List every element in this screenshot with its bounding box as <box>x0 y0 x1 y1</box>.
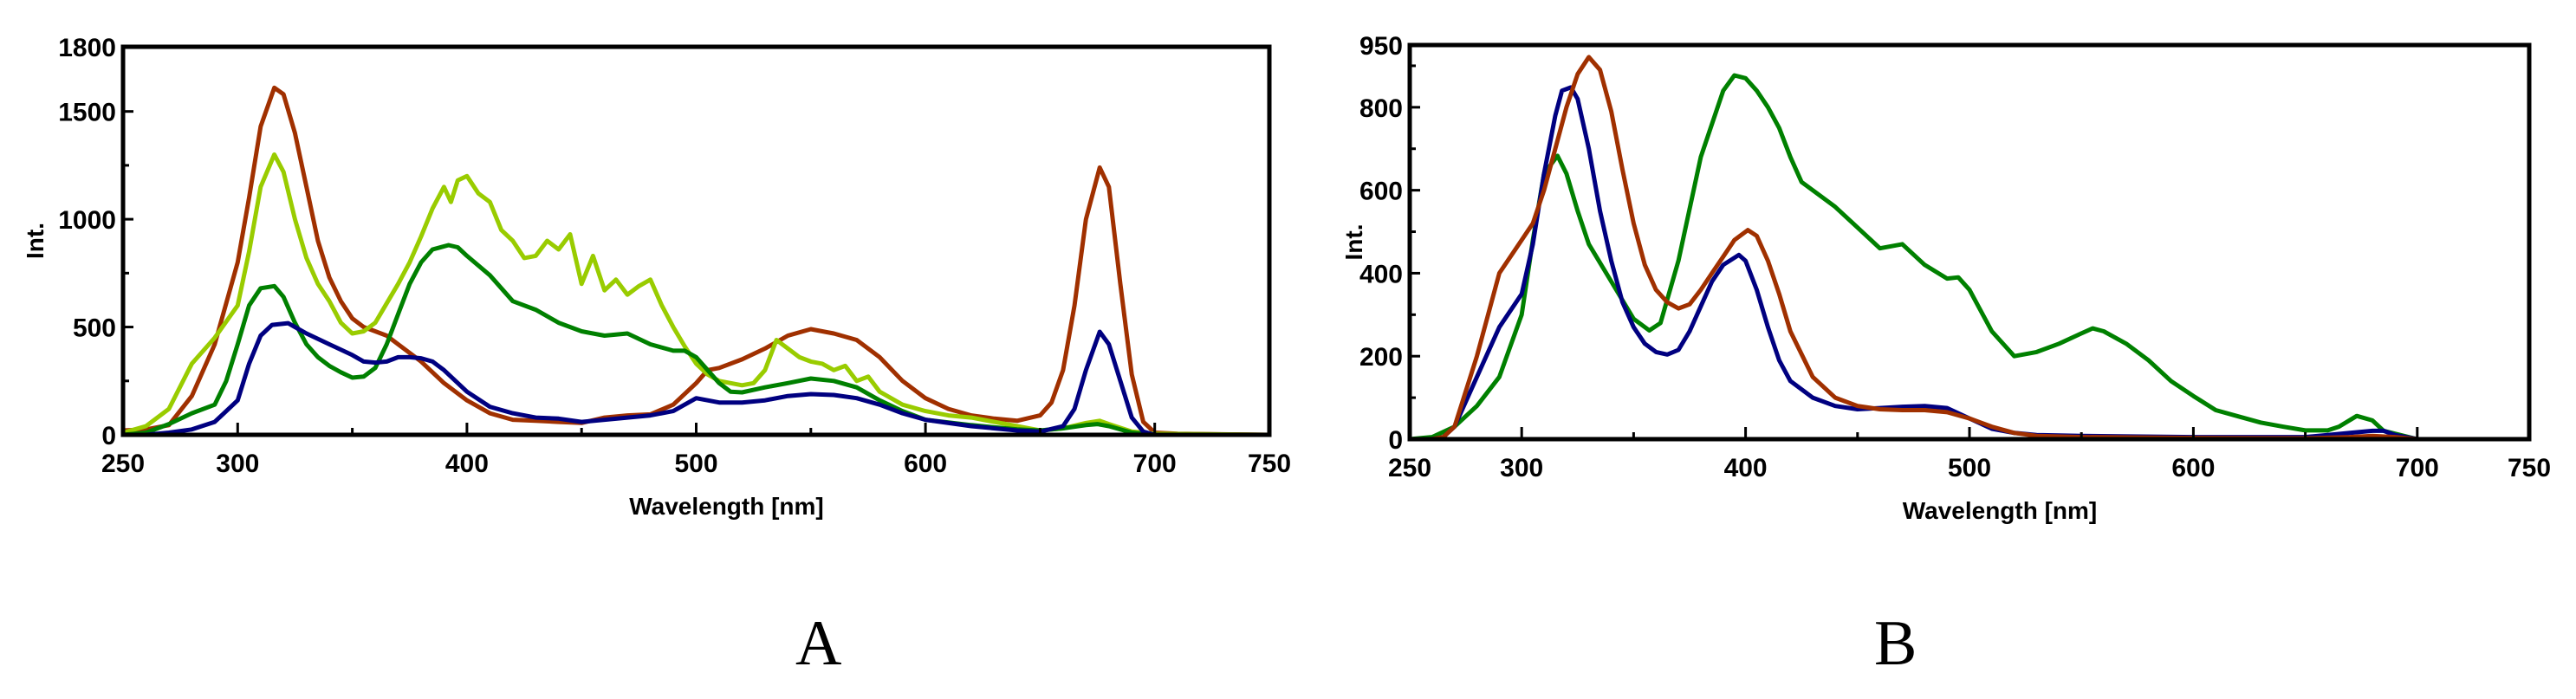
y-tick-label: 1500 <box>58 99 116 127</box>
x-tick-label: 750 <box>2508 454 2551 482</box>
y-tick-label: 600 <box>1359 178 1403 206</box>
x-axis: 250 300 400 500 600 700 750 Wavelength [nm] <box>1388 427 2551 524</box>
x-tick-label: 300 <box>216 450 259 478</box>
x-axis-title: Wavelength [nm] <box>629 493 824 520</box>
y-tick-label: 0 <box>101 422 116 450</box>
y-tick-label: 200 <box>1359 343 1403 372</box>
x-tick-label: 300 <box>1500 454 1543 482</box>
x-tick-label: 700 <box>2396 454 2439 482</box>
panel-label-b: B <box>1874 608 1917 679</box>
series-line-green <box>1407 73 2532 442</box>
y-tick-label: 1000 <box>58 206 116 235</box>
y-tick-label: 800 <box>1359 94 1403 123</box>
y-tick-label: 400 <box>1359 260 1403 288</box>
chart-a: 250 300 400 500 600 700 750 Wavelength [nm] 0 500… <box>22 34 1291 520</box>
x-tick-label: 600 <box>904 450 947 478</box>
panel-label-a: A <box>795 608 842 679</box>
x-tick-label: 400 <box>1724 454 1768 482</box>
x-tick-label: 250 <box>1388 454 1431 482</box>
x-tick-label: 700 <box>1133 450 1177 478</box>
y-axis-title: Int. <box>1340 224 1367 261</box>
plot-frame <box>120 44 1272 437</box>
x-tick-label: 600 <box>2171 454 2215 482</box>
x-axis-title: Wavelength [nm] <box>1903 497 2098 524</box>
y-axis: 0 200 400 600 800 950 Int. <box>1340 32 1420 455</box>
y-axis-title: Int. <box>22 223 49 259</box>
series-group <box>1407 55 2532 442</box>
y-axis: 0 500 1000 1500 1800 Int. <box>22 34 133 450</box>
x-tick-label: 750 <box>1248 450 1291 478</box>
x-tick-label: 500 <box>1948 454 1991 482</box>
series-line-blue <box>120 320 1272 437</box>
series-line-brown <box>1407 55 2532 442</box>
y-tick-label: 500 <box>73 314 116 343</box>
series-line-blue <box>1407 85 2532 442</box>
y-tick-label: 0 <box>1388 426 1403 455</box>
x-tick-label: 250 <box>101 450 145 478</box>
y-tick-label: 1800 <box>58 34 116 62</box>
series-group <box>120 85 1272 437</box>
series-line-light-green <box>120 152 1272 437</box>
x-axis: 250 300 400 500 600 700 750 Wavelength [nm] <box>101 423 1291 520</box>
chart-b: 250 300 400 500 600 700 750 Wavelength [nm] 0 200… <box>1340 32 2551 524</box>
y-tick-label: 950 <box>1359 32 1403 61</box>
x-tick-label: 400 <box>445 450 489 478</box>
series-line-brown <box>120 85 1272 437</box>
x-tick-label: 500 <box>674 450 717 478</box>
